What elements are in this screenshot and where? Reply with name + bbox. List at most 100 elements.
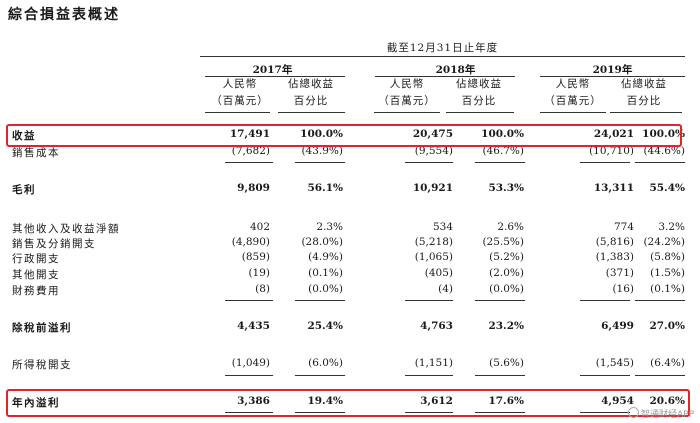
header-underline-amount-2019 [540, 112, 606, 113]
cell: 3.2% [658, 221, 685, 233]
cell: (5,816) [595, 236, 634, 248]
cell: 2.3% [316, 221, 343, 233]
table-row-revenue: 收益 17,491 100.0% 20,475 100.0% 24,021 10… [0, 128, 700, 143]
header-amount-line2: （百萬元） [211, 95, 269, 107]
subtotal-line-2018b [475, 300, 525, 301]
cell: 20.6% [649, 395, 685, 407]
cell: 6,499 [601, 320, 634, 332]
table-row-profit-for-year: 年內溢利 3,386 19.4% 3,612 17.6% 4,954 20.6% [0, 395, 700, 410]
cell: (28.0%) [301, 236, 343, 248]
cell: 55.4% [649, 182, 685, 194]
period-header: 截至12月31日止年度 [386, 42, 499, 54]
row-label: 其他開支 [12, 269, 60, 281]
double-underline-2017a [225, 412, 273, 413]
subtotal-line-2018a [405, 375, 453, 376]
cell: 100.0% [300, 128, 343, 140]
table-row-income-tax: 所得稅開支 (1,049) (6.0%) (1,151) (5.6%) (1,5… [0, 357, 700, 372]
cell: (1,049) [231, 357, 270, 369]
cell: (0.1%) [308, 267, 343, 279]
cell: 774 [613, 221, 634, 233]
year-2019: 2019年 [592, 64, 633, 76]
cell: (6.0%) [308, 357, 343, 369]
subtotal-line-2017b [295, 375, 345, 376]
subtotal-line-2017b [295, 300, 345, 301]
cell: (1,065) [414, 251, 453, 263]
cell: (19) [248, 267, 270, 279]
table-row-admin-expenses: 行政開支 (859) (4.9%) (1,065) (5.2%) (1,383)… [0, 251, 700, 266]
year-underline-2017 [205, 76, 345, 77]
subtotal-line-2019b [635, 300, 685, 301]
row-label: 行政開支 [12, 253, 60, 265]
cell: 9,809 [237, 182, 270, 194]
header-underline-pct-2018 [446, 112, 514, 113]
table-row-gross-profit: 毛利 9,809 56.1% 10,921 53.3% 13,311 55.4% [0, 182, 700, 197]
cell: 402 [249, 221, 270, 233]
subtotal-line-2019a [580, 162, 630, 163]
cell: 23.2% [488, 320, 524, 332]
subtotal-line-2017a [225, 300, 273, 301]
cell: (6.4%) [650, 357, 685, 369]
cell: (1,545) [595, 357, 634, 369]
cell: 19.4% [307, 395, 343, 407]
table-row-other-income: 其他收入及收益淨額 402 2.3% 534 2.6% 774 3.2% [0, 221, 700, 236]
cell: (43.9%) [301, 145, 343, 157]
cell: 4,435 [237, 320, 270, 332]
header-underline-amount-2018 [374, 112, 440, 113]
cell: 13,311 [593, 182, 634, 194]
subtotal-line-2017a [225, 375, 273, 376]
cell: (10,710) [589, 145, 634, 157]
year-2018: 2018年 [435, 64, 476, 76]
cell: 3,612 [420, 395, 453, 407]
row-label: 銷售及分銷開支 [12, 238, 96, 250]
cell: (8) [255, 283, 270, 295]
cell: (0.1%) [650, 283, 685, 295]
page-title: 綜合損益表概述 [8, 7, 120, 23]
cell: (5.8%) [650, 251, 685, 263]
row-label: 除稅前溢利 [12, 322, 72, 334]
header-pct-2018: 佔總收益 百分比 [443, 76, 515, 110]
cell: (5,218) [414, 236, 453, 248]
cell: (44.6%) [643, 145, 685, 157]
highlight-box-revenue [6, 124, 682, 147]
cell: (1.5%) [650, 267, 685, 279]
cell: (0.0%) [489, 283, 524, 295]
double-underline-2017b [295, 412, 345, 413]
header-pct-line1: 佔總收益 [456, 78, 502, 90]
row-label: 收益 [12, 130, 36, 142]
cell: (7,682) [231, 145, 270, 157]
table-row-selling-expenses: 銷售及分銷開支 (4,890) (28.0%) (5,218) (25.5%) … [0, 236, 700, 251]
cell: 100.0% [481, 128, 524, 140]
header-pct-line2: 百分比 [626, 95, 662, 107]
watermark: 智通财经APP [627, 407, 694, 420]
subtotal-line-2019a [580, 375, 630, 376]
header-amount-line1: 人民幣 [555, 78, 591, 90]
watermark-text: 智通财经APP [640, 410, 694, 420]
table-row-cost-of-sales: 銷售成本 (7,682) (43.9%) (9,554) (46.7%) (10… [0, 145, 700, 160]
cell: (4.9%) [308, 251, 343, 263]
header-pct-2019: 佔總收益 百分比 [608, 76, 680, 110]
cell: 3,386 [237, 395, 270, 407]
cell: (4,890) [231, 236, 270, 248]
header-underline-amount-2017 [205, 112, 270, 113]
header-amount-2017: 人民幣 （百萬元） [205, 76, 275, 110]
subtotal-line-2018b [475, 162, 525, 163]
header-underline-pct-2017 [278, 112, 345, 113]
header-amount-line1: 人民幣 [222, 78, 258, 90]
cell: 17.6% [488, 395, 524, 407]
cell: (16) [612, 283, 634, 295]
cell: (1,383) [595, 251, 634, 263]
cell: 20,475 [412, 128, 453, 140]
header-amount-2019: 人民幣 （百萬元） [538, 76, 608, 110]
subtotal-line-2019a [580, 300, 630, 301]
subtotal-line-2019b [635, 375, 685, 376]
header-amount-2018: 人民幣 （百萬元） [372, 76, 442, 110]
row-label: 財務費用 [12, 285, 60, 297]
cell: (405) [424, 267, 453, 279]
header-amount-line2: （百萬元） [544, 95, 602, 107]
table-row-profit-before-tax: 除稅前溢利 4,435 25.4% 4,763 23.2% 6,499 27.0… [0, 320, 700, 335]
double-underline-2018a [405, 412, 453, 413]
subtotal-line-2017a [225, 162, 273, 163]
cell: 2.6% [497, 221, 524, 233]
cell: 17,491 [229, 128, 270, 140]
double-underline-2018b [475, 412, 525, 413]
